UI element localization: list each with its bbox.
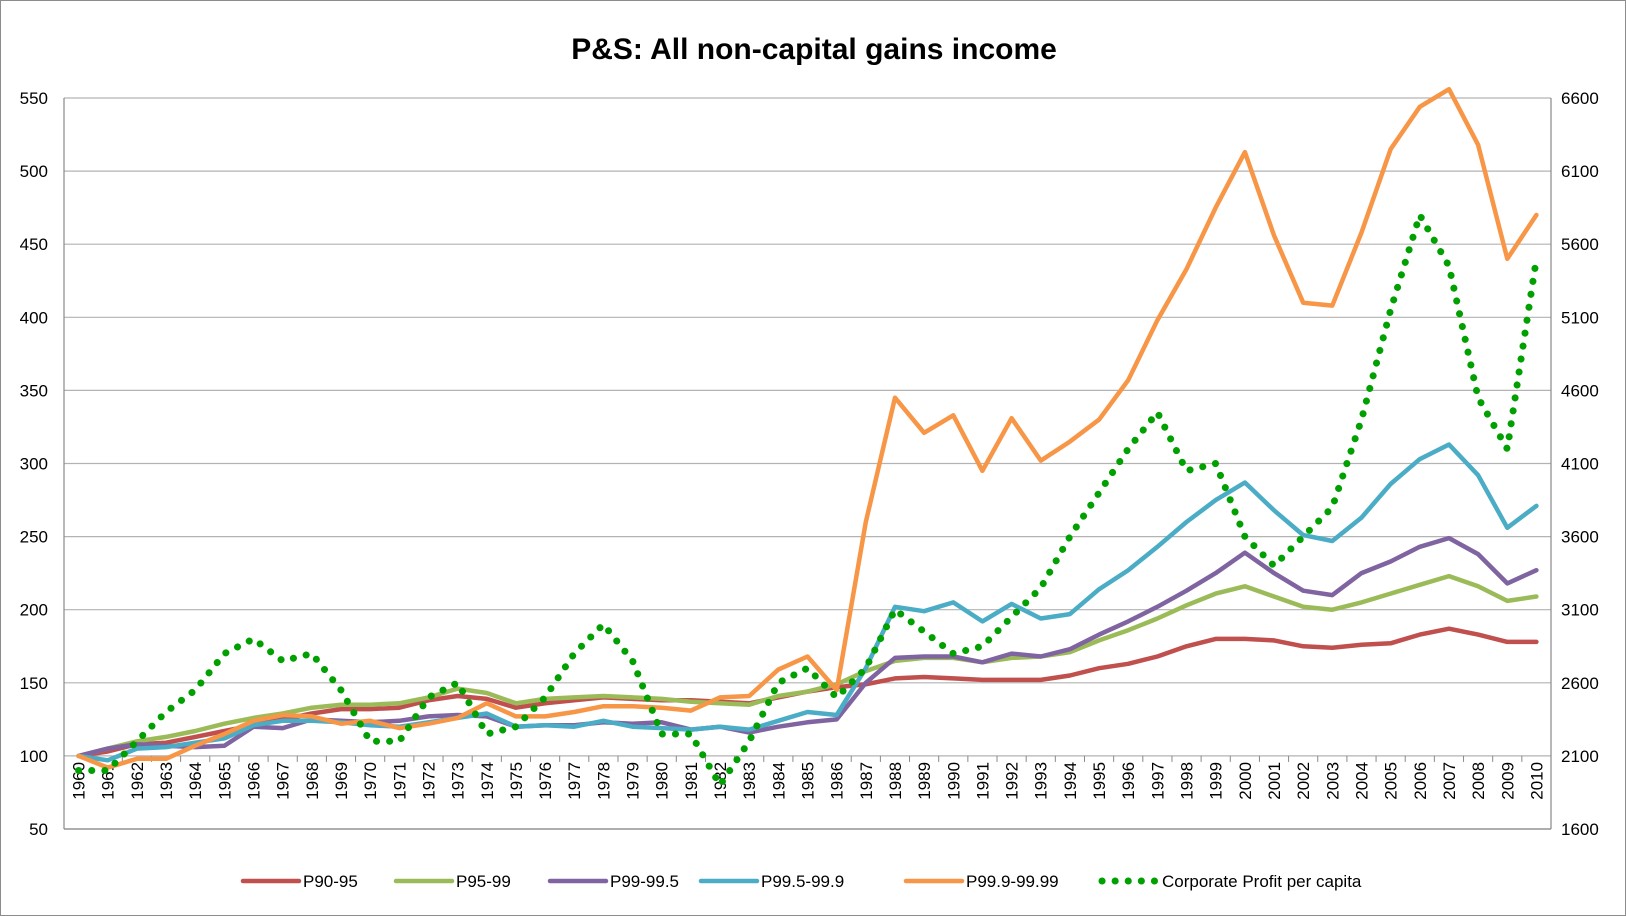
x-tick-label: 1996 [1119,762,1138,800]
series-line-4 [76,86,1539,770]
x-tick-label: 1991 [973,762,992,800]
x-tick-label: 2005 [1382,762,1401,800]
y-tick-label: 100 [20,747,48,766]
x-tick-label: 2003 [1323,762,1342,800]
x-tick-label: 2000 [1236,762,1255,800]
x-tick-label: 1975 [507,762,526,800]
x-tick-label: 2001 [1265,762,1284,800]
x-tick-label: 1995 [1090,762,1109,800]
x-tick-label: 1976 [536,762,555,800]
x-tick-label: 1962 [128,762,147,800]
legend-label-1: P95-99 [456,872,511,891]
y2-tick-label: 5600 [1561,235,1599,254]
series-line-5 [75,211,1540,789]
x-tick-label: 2007 [1440,762,1459,800]
chart-title: P&S: All non-capital gains income [571,33,1057,66]
x-tick-label: 1965 [215,762,234,800]
y2-tick-label: 1600 [1561,820,1599,839]
y-tick-label: 250 [20,528,48,547]
x-tick-label: 1977 [565,762,584,800]
x-tick-label: 1997 [1148,762,1167,800]
y2-tick-label: 4100 [1561,455,1599,474]
x-tick-label: 1966 [245,762,264,800]
x-tick-label: 1978 [594,762,613,800]
right-axis-ticks: 1600 2100 2600 3100 3600 4100 4600 5100 5600 6100… [1561,89,1599,839]
y2-tick-label: 5100 [1561,308,1599,327]
y2-tick-label: 2100 [1561,747,1599,766]
y2-tick-label: 6100 [1561,162,1599,181]
x-tick-label: 2006 [1411,762,1430,800]
x-tick-label: 1981 [682,762,701,800]
y-tick-label: 450 [20,235,48,254]
x-tick-label: 1989 [915,762,934,800]
x-tick-label: 1979 [624,762,643,800]
y2-tick-label: 2600 [1561,674,1599,693]
x-tick-label: 1998 [1178,762,1197,800]
legend-label-3: P99.5-99.9 [761,872,844,891]
x-tick-label: 1980 [653,762,672,800]
y2-tick-label: 3100 [1561,601,1599,620]
x-tick-label: 1967 [274,762,293,800]
x-tick-label: 1983 [740,762,759,800]
y-tick-label: 400 [20,308,48,327]
x-tick-label: 1987 [857,762,876,800]
x-tick-label: 1960 [70,762,89,800]
x-tick-label: 1971 [390,762,409,800]
y-tick-label: 550 [20,89,48,108]
x-tick-label: 1992 [1003,762,1022,800]
legend-label-2: P99-99.5 [610,872,679,891]
x-tick-label: 1970 [361,762,380,800]
series-lines [75,86,1540,789]
x-tick-label: 2009 [1498,762,1517,800]
x-tick-label: 1994 [1061,762,1080,800]
x-tick-label: 1968 [303,762,322,800]
x-tick-label: 1999 [1207,762,1226,800]
legend-label-5: Corporate Profit per capita [1162,872,1362,891]
x-tick-label: 1990 [944,762,963,800]
x-tick-label: 1993 [1032,762,1051,800]
series-line-3 [76,442,1539,763]
x-tick-label: 1964 [186,762,205,800]
legend-label-4: P99.9-99.99 [966,872,1059,891]
y-tick-label: 50 [29,820,48,839]
x-axis-ticks: 1960 1961 1962 1963 1964 1965 1966 1967 1968 1969… [63,755,1552,800]
y-tick-label: 200 [20,601,48,620]
series-line-1 [76,573,1539,759]
y2-tick-label: 6600 [1561,89,1599,108]
x-tick-label: 1973 [449,762,468,800]
x-tick-label: 2004 [1352,762,1371,800]
y2-tick-label: 3600 [1561,528,1599,547]
x-tick-label: 1986 [828,762,847,800]
x-tick-label: 1985 [799,762,818,800]
x-tick-label: 1969 [332,762,351,800]
legend-label-0: P90-95 [303,872,358,891]
x-tick-label: 1974 [478,762,497,800]
x-tick-label: 1963 [157,762,176,800]
left-axis-ticks: 50 100 150 200 250 300 350 400 450 500 550 [20,89,48,839]
x-tick-label: 2002 [1294,762,1313,800]
x-tick-label: 1972 [419,762,438,800]
axes [63,98,1552,830]
y-tick-label: 500 [20,162,48,181]
y-tick-label: 150 [20,674,48,693]
x-tick-label: 1984 [769,762,788,800]
y-tick-label: 350 [20,381,48,400]
y-tick-label: 300 [20,455,48,474]
x-tick-label: 2010 [1527,762,1546,800]
x-tick-label: 1988 [886,762,905,800]
legend: P90-95 P95-99 P99-99.5 P99.5-99.9 P99.9-99.9… [240,872,1362,891]
y2-tick-label: 4600 [1561,381,1599,400]
x-tick-label: 2008 [1469,762,1488,800]
gridlines [64,97,1551,830]
